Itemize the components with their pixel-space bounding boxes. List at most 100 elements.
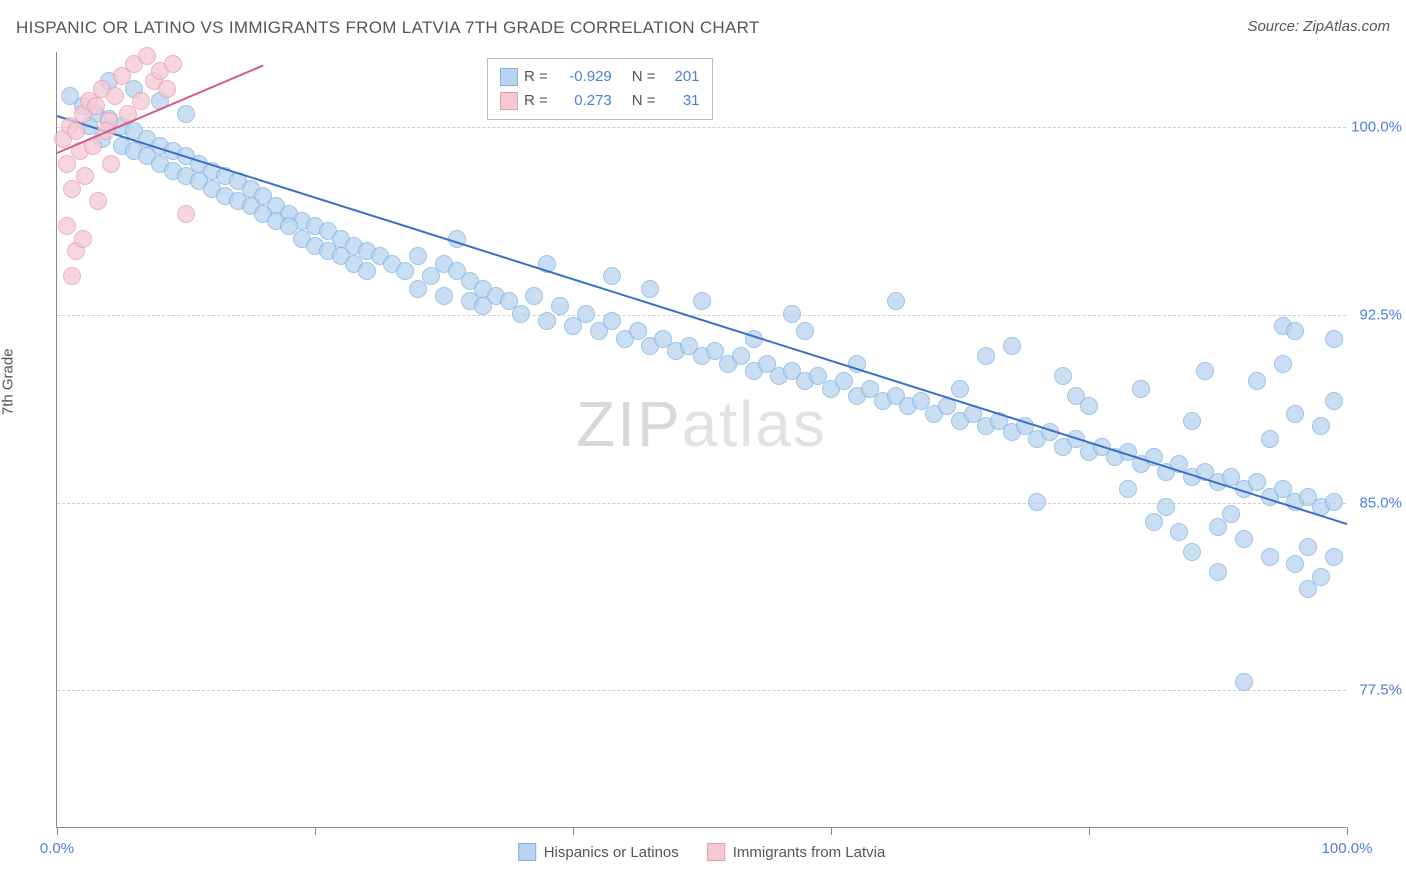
scatter-point: [409, 247, 427, 265]
scatter-point: [1209, 563, 1227, 581]
scatter-point: [1054, 367, 1072, 385]
legend-label: Hispanics or Latinos: [544, 844, 679, 861]
scatter-point: [164, 55, 182, 73]
scatter-point: [132, 92, 150, 110]
scatter-point: [693, 292, 711, 310]
legend-swatch: [500, 68, 518, 86]
scatter-point: [158, 80, 176, 98]
legend-swatch: [518, 843, 536, 861]
scatter-point: [887, 292, 905, 310]
scatter-point: [1170, 523, 1188, 541]
scatter-point: [1067, 387, 1085, 405]
scatter-point: [1325, 493, 1343, 511]
chart-container: 7th Grade ZIPatlas 77.5%85.0%92.5%100.0%…: [16, 52, 1390, 828]
gridline: [57, 503, 1346, 504]
scatter-point: [67, 122, 85, 140]
scatter-point: [1286, 405, 1304, 423]
plot-area: ZIPatlas 77.5%85.0%92.5%100.0%0.0%100.0%…: [56, 52, 1346, 828]
scatter-point: [525, 287, 543, 305]
gridline: [57, 690, 1346, 691]
trend-line: [57, 115, 1348, 525]
legend-n-label: N =: [632, 65, 656, 89]
scatter-point: [1196, 362, 1214, 380]
x-tick: [831, 827, 832, 835]
scatter-point: [1248, 473, 1266, 491]
gridline: [57, 127, 1346, 128]
x-tick-label: 100.0%: [1322, 840, 1373, 857]
scatter-point: [1325, 392, 1343, 410]
scatter-point: [1274, 355, 1292, 373]
scatter-point: [538, 312, 556, 330]
y-tick-label: 85.0%: [1359, 494, 1402, 511]
scatter-point: [1183, 412, 1201, 430]
chart-header: HISPANIC OR LATINO VS IMMIGRANTS FROM LA…: [16, 18, 1390, 38]
scatter-point: [89, 192, 107, 210]
legend-item: Immigrants from Latvia: [707, 843, 886, 861]
scatter-point: [577, 305, 595, 323]
scatter-point: [512, 305, 530, 323]
scatter-point: [1248, 372, 1266, 390]
scatter-point: [732, 347, 750, 365]
scatter-point: [63, 267, 81, 285]
scatter-point: [138, 47, 156, 65]
legend-r-value: 0.273: [554, 89, 612, 113]
scatter-point: [629, 322, 647, 340]
scatter-point: [551, 297, 569, 315]
scatter-point: [1235, 530, 1253, 548]
scatter-point: [977, 347, 995, 365]
y-tick-label: 92.5%: [1359, 306, 1402, 323]
scatter-point: [1132, 380, 1150, 398]
scatter-point: [1119, 480, 1137, 498]
scatter-point: [409, 280, 427, 298]
scatter-point: [1003, 337, 1021, 355]
scatter-point: [1286, 555, 1304, 573]
scatter-point: [74, 230, 92, 248]
scatter-point: [1222, 505, 1240, 523]
scatter-point: [1299, 538, 1317, 556]
legend-r-label: R =: [524, 65, 548, 89]
scatter-point: [1028, 493, 1046, 511]
scatter-point: [474, 297, 492, 315]
legend-row: R =-0.929N =201: [500, 65, 700, 89]
scatter-point: [76, 167, 94, 185]
legend-r-value: -0.929: [554, 65, 612, 89]
scatter-point: [835, 372, 853, 390]
scatter-point: [1183, 543, 1201, 561]
scatter-point: [435, 287, 453, 305]
scatter-point: [603, 267, 621, 285]
legend-n-value: 31: [662, 89, 700, 113]
scatter-point: [58, 217, 76, 235]
scatter-point: [1325, 548, 1343, 566]
gridline: [57, 315, 1346, 316]
legend-r-label: R =: [524, 89, 548, 113]
scatter-point: [1312, 417, 1330, 435]
legend-item: Hispanics or Latinos: [518, 843, 679, 861]
legend-row: R =0.273 N =31: [500, 89, 700, 113]
scatter-point: [1261, 430, 1279, 448]
y-tick-label: 77.5%: [1359, 682, 1402, 699]
x-tick-label: 0.0%: [40, 840, 74, 857]
scatter-point: [783, 305, 801, 323]
scatter-point: [177, 105, 195, 123]
scatter-point: [87, 97, 105, 115]
x-tick: [1347, 827, 1348, 835]
chart-source: Source: ZipAtlas.com: [1247, 18, 1390, 35]
correlation-legend: R =-0.929N =201R =0.273N =31: [487, 58, 713, 120]
legend-swatch: [707, 843, 725, 861]
watermark: ZIPatlas: [576, 387, 827, 461]
x-tick: [1089, 827, 1090, 835]
legend-n-label: N =: [632, 89, 656, 113]
scatter-point: [396, 262, 414, 280]
scatter-point: [1286, 322, 1304, 340]
scatter-point: [1325, 330, 1343, 348]
scatter-point: [1235, 673, 1253, 691]
legend-swatch: [500, 92, 518, 110]
scatter-point: [641, 280, 659, 298]
scatter-point: [1157, 498, 1175, 516]
scatter-point: [106, 87, 124, 105]
scatter-point: [1145, 513, 1163, 531]
series-legend: Hispanics or Latinos Immigrants from Latv…: [518, 843, 886, 861]
y-tick-label: 100.0%: [1351, 119, 1402, 136]
scatter-point: [1261, 548, 1279, 566]
scatter-point: [177, 205, 195, 223]
